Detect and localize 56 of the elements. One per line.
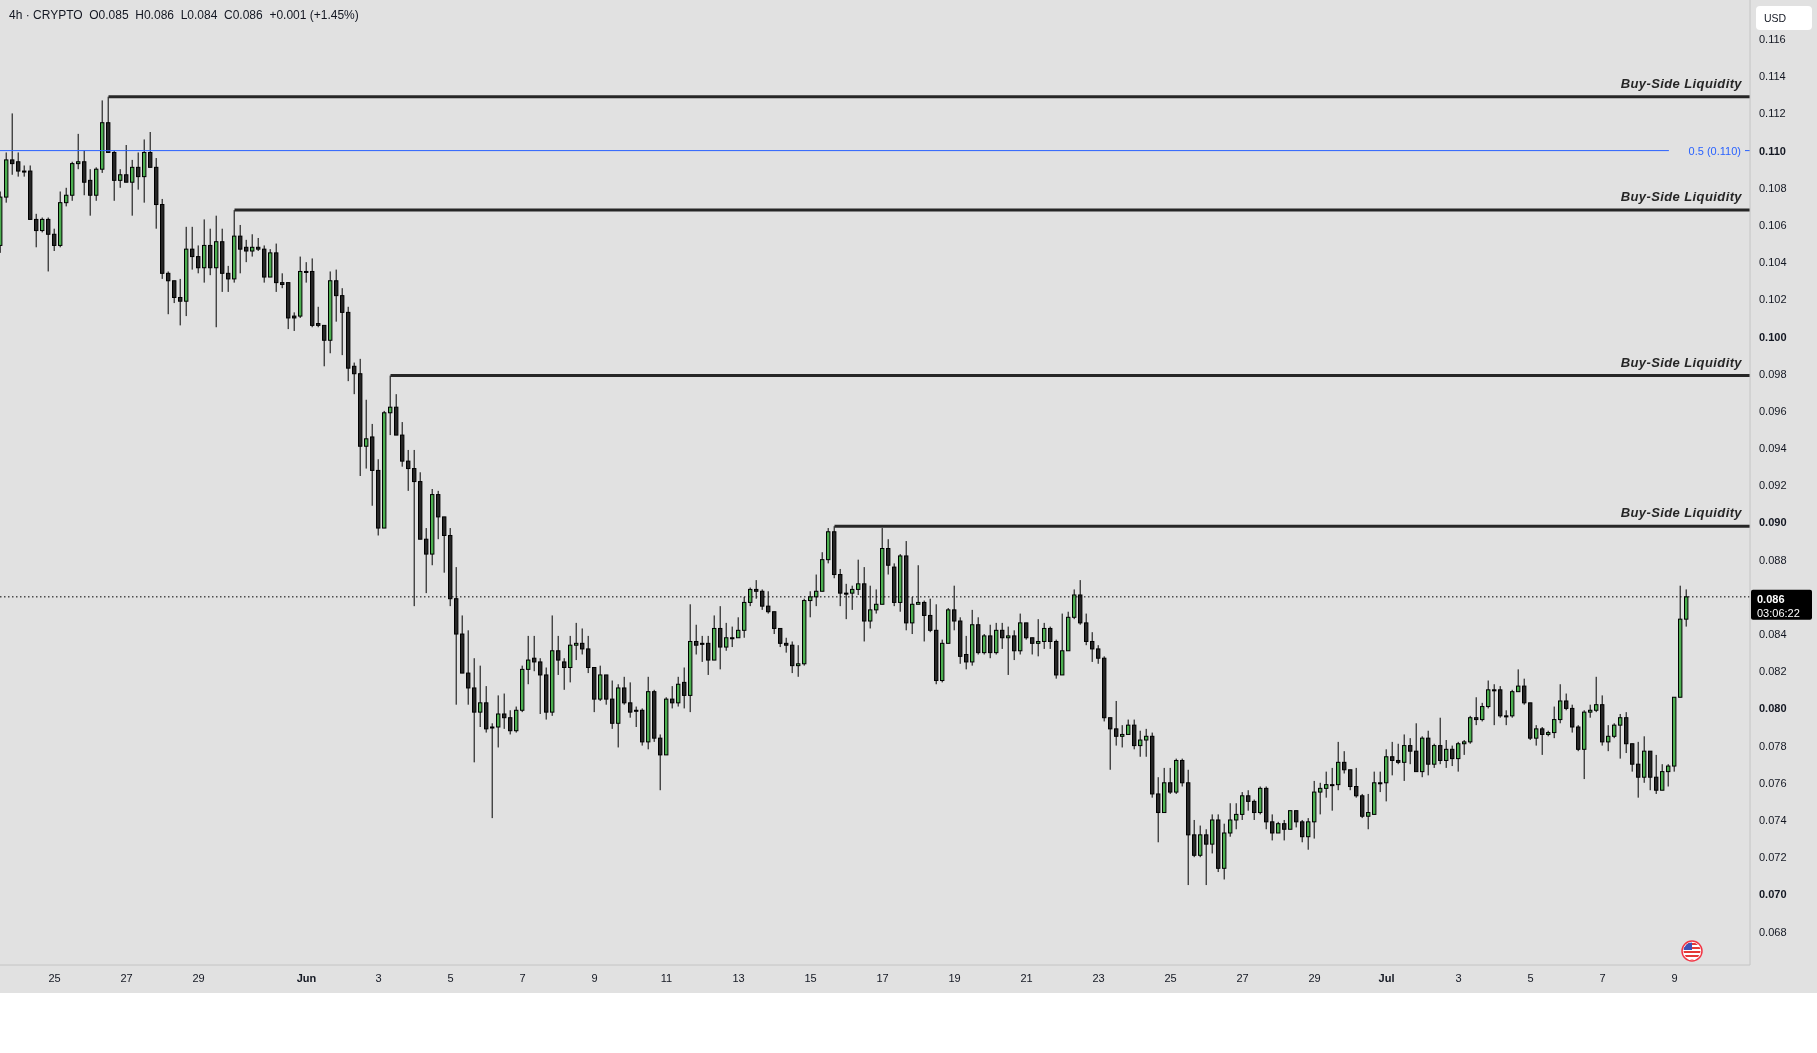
ref-line-label: 0.086 [1757, 592, 1785, 605]
x-tick-label: 7 [1599, 972, 1606, 984]
y-tick-label: 0.100 [1759, 330, 1787, 343]
y-tick-label: 0.072 [1759, 851, 1787, 864]
x-tick-label: 5 [447, 972, 454, 984]
x-tick-label: 13 [732, 972, 745, 984]
x-tick-label: 27 [1236, 972, 1249, 984]
x-tick-label: 25 [48, 972, 61, 984]
x-tick-label: 5 [1527, 972, 1534, 984]
series-label: Buy-Side Liquidity [1620, 189, 1743, 205]
x-tick-label: Jun [296, 972, 317, 984]
y-tick-label: 0.090 [1759, 516, 1787, 529]
y-tick-label: 0.104 [1759, 256, 1787, 269]
y-tick-label: 0.116 [1759, 33, 1786, 46]
y-tick-label: 0.078 [1759, 739, 1787, 752]
y-tick-label: 0.092 [1759, 479, 1787, 492]
series-label: Buy-Side Liquidity [1620, 505, 1743, 521]
y-tick-label: 0.098 [1759, 367, 1787, 380]
x-tick-label: 7 [519, 972, 526, 984]
y-tick-label: 0.102 [1759, 293, 1787, 306]
y-tick-label: 0.112 [1759, 107, 1786, 120]
x-tick-label: 23 [1092, 972, 1105, 984]
y-tick-label: 0.076 [1759, 776, 1787, 789]
text: 4h · CRYPTO O0.085 H0.086 L0.084 C0.086 +0.001 (+1.45%) [9, 7, 359, 23]
x-tick-label: 11 [660, 972, 673, 984]
y-tick-label: 0.108 [1759, 181, 1787, 194]
x-tick-label: 27 [120, 972, 133, 984]
text: 03:06:22 [1757, 607, 1800, 620]
series-label: Buy-Side Liquidity [1620, 75, 1743, 91]
y-tick-label: 0.070 [1759, 888, 1787, 901]
y-tick-label: 0.110 [1759, 144, 1786, 157]
x-tick-label: 25 [1164, 972, 1177, 984]
y-tick-label: 0.080 [1759, 702, 1787, 715]
y-tick-label: 0.082 [1759, 665, 1787, 678]
y-tick-label: 0.096 [1759, 404, 1787, 417]
y-axis-title: USD [1756, 6, 1812, 30]
y-tick-label: 0.084 [1759, 628, 1787, 641]
x-tick-label: Jul [1378, 972, 1395, 984]
ref-line-label: 0.5 (0.110) [1688, 144, 1741, 157]
x-tick-label: 17 [876, 972, 889, 984]
x-tick-label: 9 [1671, 972, 1678, 984]
x-tick-label: 9 [591, 972, 598, 984]
x-tick-label: 29 [192, 972, 205, 984]
y-tick-label: 0.094 [1759, 442, 1787, 455]
x-tick-label: 29 [1308, 972, 1321, 984]
y-tick-label: 0.088 [1759, 553, 1787, 566]
x-tick-label: 3 [375, 972, 382, 984]
y-tick-label: 0.068 [1759, 925, 1787, 938]
x-tick-label: 19 [948, 972, 961, 984]
x-tick-label: 21 [1020, 972, 1033, 984]
y-tick-label: 0.106 [1759, 218, 1787, 231]
x-tick-label: 3 [1455, 972, 1462, 984]
y-tick-label: 0.074 [1759, 813, 1787, 826]
y-tick-label: 0.114 [1759, 70, 1786, 83]
x-tick-label: 15 [804, 972, 817, 984]
series-label: Buy-Side Liquidity [1620, 354, 1743, 370]
